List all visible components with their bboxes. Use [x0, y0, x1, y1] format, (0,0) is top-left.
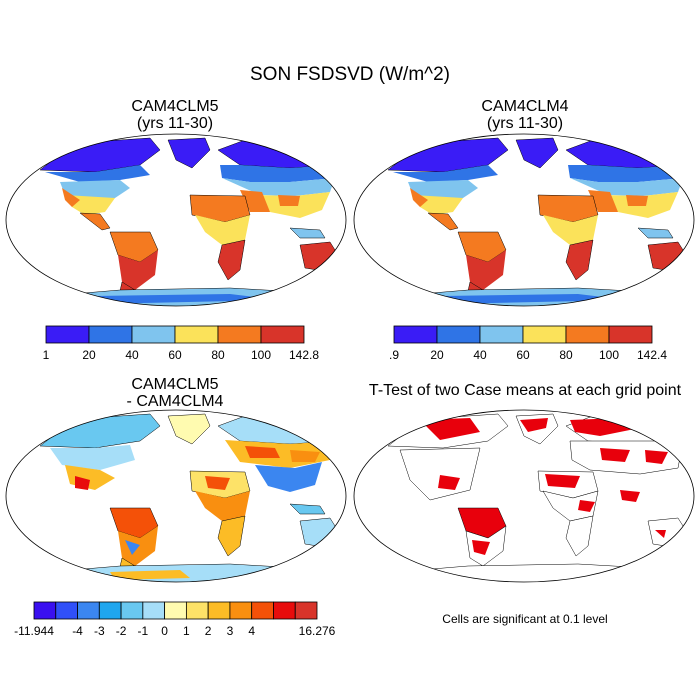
significance-note: Cells are significant at 0.1 level — [442, 612, 608, 626]
panel-2-title-line2: (yrs 11-30) — [486, 115, 564, 132]
australia — [299, 241, 341, 273]
panel-4-title-line1: T-Test of two Case means at each grid po… — [368, 382, 682, 399]
colorbar-3-swatch — [77, 601, 100, 620]
map-panel-2 — [353, 133, 695, 307]
colorbar-3-swatch — [251, 601, 274, 620]
colorbar-1-swatch — [131, 325, 176, 344]
colorbar-3-swatch — [33, 601, 57, 620]
colorbar-1: 1 20 40 60 80 100 142.8 — [43, 325, 319, 362]
colorbar-1-label: 100 — [251, 348, 271, 362]
na-mid — [60, 180, 130, 200]
map-panel-3 — [5, 409, 347, 583]
colorbar-3-swatch — [229, 601, 253, 620]
mexico — [79, 212, 111, 231]
sa-center — [118, 250, 158, 290]
colorbar-3-label: -11.944 — [14, 624, 54, 638]
panel-3-title-line2: - CAM4CLM4 — [126, 393, 224, 410]
colorbar-2-label: 142.4 — [637, 348, 667, 362]
colorbar-3-label: 4 — [248, 624, 255, 638]
africa-center — [195, 215, 250, 245]
colorbar-3-swatch — [164, 601, 187, 620]
map-panel-1 — [5, 133, 347, 307]
colorbar-3-label: 2 — [205, 624, 212, 638]
panel-2-title: CAM4CLM4 (yrs 11-30) — [420, 98, 630, 132]
colorbar-3-swatch — [207, 601, 231, 620]
colorbar-2-swatch — [565, 325, 610, 344]
colorbar-3-swatch — [55, 601, 78, 620]
map-4-border — [353, 409, 695, 583]
panel-1-title-line2: (yrs 11-30) — [136, 115, 214, 132]
map-panel-4 — [353, 409, 695, 583]
panel-3-title: CAM4CLM5 - CAM4CLM4 — [70, 376, 280, 410]
panel-1-title-line1: CAM4CLM5 — [131, 98, 219, 115]
figure-title: SON FSDSVD (W/m^2) — [250, 64, 450, 85]
map-3-border — [5, 409, 347, 583]
na-southwest — [62, 188, 80, 207]
colorbar-1-swatch — [45, 325, 90, 344]
colorbar-3-swatch — [294, 601, 318, 620]
antarctica-interior — [95, 294, 280, 304]
colorbar-2-label: 60 — [516, 348, 530, 362]
colorbar-1-label: 142.8 — [289, 348, 319, 362]
colorbar-2-swatch — [479, 325, 524, 344]
colorbar-3-label: 1 — [183, 624, 190, 638]
na-boreal — [45, 165, 150, 182]
colorbar-2-label: 100 — [599, 348, 619, 362]
eurasia-boreal — [220, 165, 335, 182]
eurasia-mid — [222, 178, 335, 196]
colorbar-1-swatch — [260, 325, 305, 344]
eurasia-arctic — [217, 139, 341, 169]
colorbar-2-label: .9 — [389, 348, 399, 362]
colorbar-3-label: 0 — [161, 624, 168, 638]
colorbar-3-label: 16.276 — [299, 624, 336, 638]
colorbar-1-label: 80 — [211, 348, 225, 362]
colorbar-1-label: 40 — [125, 348, 139, 362]
colorbar-3-swatch — [120, 601, 144, 620]
colorbar-2-swatch — [436, 325, 481, 344]
colorbar-3-label: -4 — [72, 624, 83, 638]
colorbar-3-label: -2 — [116, 624, 127, 638]
africa-south — [217, 239, 246, 281]
map-1-border — [5, 133, 347, 307]
colorbar-2-swatch — [608, 325, 653, 344]
colorbar-1-label: 1 — [43, 348, 50, 362]
panel-4-title: T-Test of two Case means at each grid po… — [355, 382, 695, 399]
colorbar-2-label: 80 — [559, 348, 573, 362]
colorbar-3-swatch — [142, 601, 166, 620]
colorbar-2: .9 20 40 60 80 100 142.4 — [389, 325, 667, 362]
panel-2-title-line1: CAM4CLM4 — [481, 98, 569, 115]
tibet — [278, 195, 300, 206]
panel-1-title: CAM4CLM5 (yrs 11-30) — [70, 98, 280, 132]
colorbar-3-label: 3 — [227, 624, 234, 638]
colorbar-2-swatch — [393, 325, 438, 344]
colorbar-1-swatch — [174, 325, 219, 344]
colorbar-3-swatch — [185, 601, 209, 620]
colorbar-3-swatch — [98, 601, 122, 620]
indonesia — [289, 227, 326, 239]
colorbar-1-label: 60 — [168, 348, 182, 362]
colorbar-2-label: 40 — [473, 348, 487, 362]
colorbar-1-label: 20 — [82, 348, 96, 362]
colorbar-3: -11.944 -4 -3 -2 -1 0 1 2 3 4 16.276 — [14, 601, 336, 638]
map-2-border — [353, 133, 695, 307]
colorbar-2-swatch — [522, 325, 567, 344]
colorbar-2-label: 20 — [430, 348, 444, 362]
colorbar-3-swatch — [273, 601, 296, 620]
colorbar-1-swatch — [217, 325, 262, 344]
colorbar-3-label: -3 — [94, 624, 105, 638]
colorbar-3-label: -1 — [138, 624, 149, 638]
panel-3-title-line1: CAM4CLM5 — [131, 376, 219, 393]
greenland — [167, 137, 211, 169]
colorbar-1-swatch — [88, 325, 133, 344]
